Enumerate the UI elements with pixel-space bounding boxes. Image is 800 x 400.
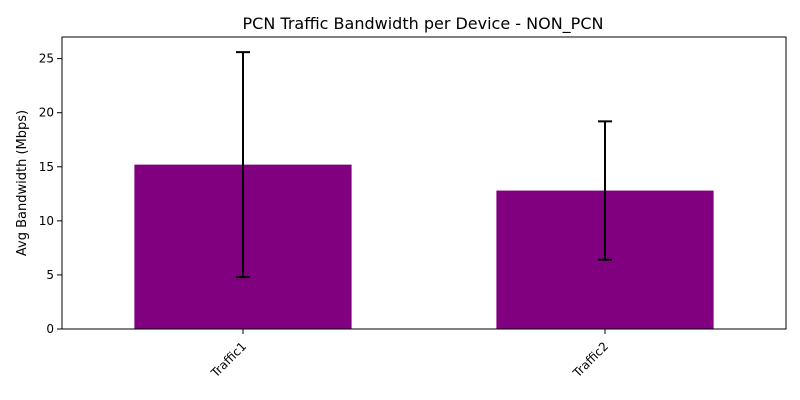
y-tick-label: 20 bbox=[39, 106, 54, 120]
plot-area: Traffic1 Traffic2 0 5 10 15 20 25 bbox=[39, 36, 787, 381]
chart-title: PCN Traffic Bandwidth per Device - NON_P… bbox=[243, 14, 604, 34]
y-tick-label: 5 bbox=[46, 268, 54, 282]
y-tick-label: 0 bbox=[46, 322, 54, 336]
x-tick-label: Traffic2 bbox=[570, 339, 611, 380]
y-tick-label: 15 bbox=[39, 160, 54, 174]
plot-frame bbox=[61, 36, 787, 330]
x-tick-label: Traffic1 bbox=[208, 339, 249, 380]
y-axis-label: Avg Bandwidth (Mbps) bbox=[15, 110, 30, 256]
y-tick-label: 25 bbox=[39, 52, 54, 66]
y-tick-label: 10 bbox=[39, 214, 54, 228]
